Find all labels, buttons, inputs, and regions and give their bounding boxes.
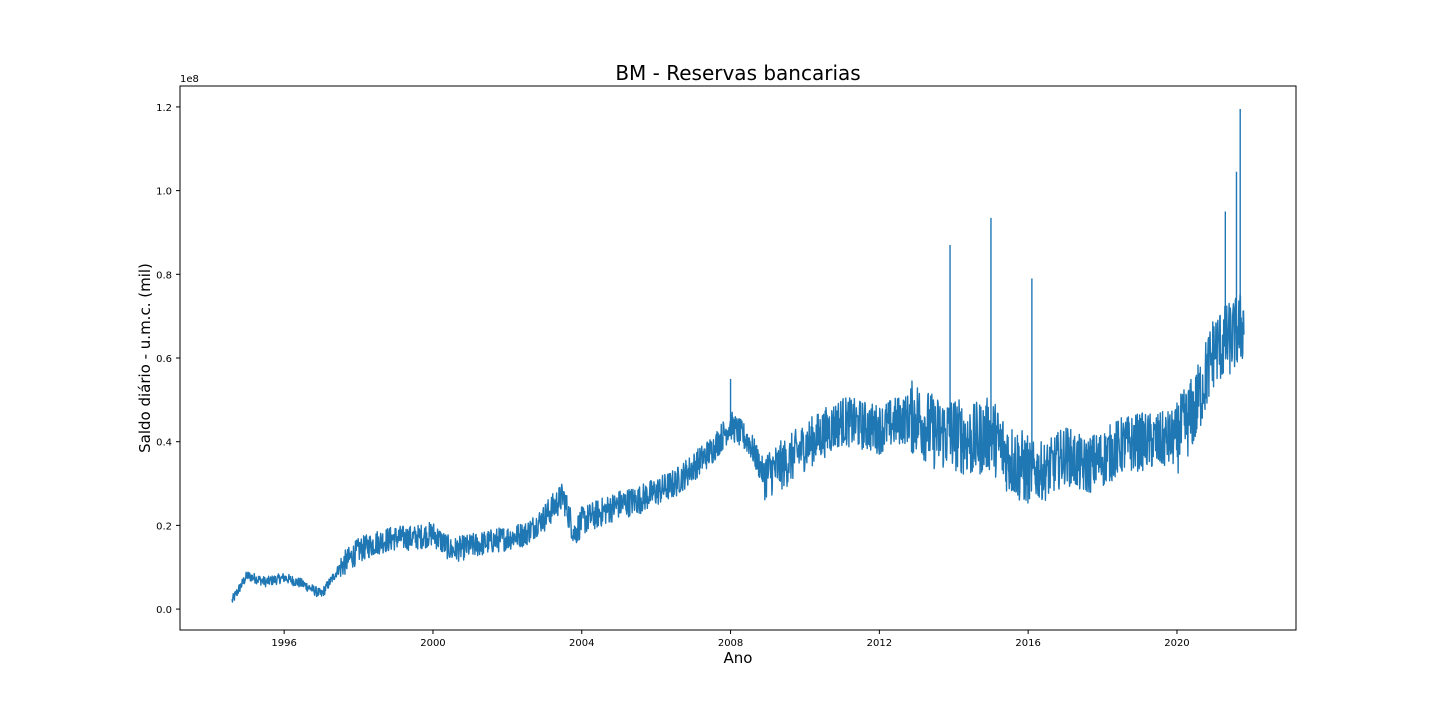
x-axis-title: Ano bbox=[724, 649, 753, 667]
y-tick-label: 0.0 bbox=[156, 605, 172, 616]
y-axis-title: Saldo diário - u.m.c. (mil) bbox=[136, 263, 154, 453]
x-tick-label: 2000 bbox=[420, 638, 445, 649]
plot-area-frame bbox=[179, 85, 1297, 631]
y-tick-label: 0.4 bbox=[156, 438, 172, 449]
x-tick-label: 2004 bbox=[569, 638, 594, 649]
y-tick-label: 0.8 bbox=[156, 270, 172, 281]
x-tick-label: 1996 bbox=[271, 638, 296, 649]
x-tick-label: 2012 bbox=[867, 638, 892, 649]
x-axis-ticks: 1996 2000 2004 2008 2012 2016 2020 bbox=[271, 630, 1190, 649]
y-tick-label: 1.2 bbox=[156, 103, 172, 114]
y-tick-label: 0.2 bbox=[156, 521, 172, 532]
y-tick-label: 1.0 bbox=[156, 187, 172, 198]
x-tick-label: 2020 bbox=[1164, 638, 1189, 649]
chart-title: BM - Reservas bancarias bbox=[615, 61, 860, 85]
y-axis-offset-label: 1e8 bbox=[180, 74, 199, 85]
x-tick-label: 2016 bbox=[1015, 638, 1040, 649]
series-line bbox=[231, 293, 1245, 603]
x-tick-label: 2008 bbox=[718, 638, 743, 649]
series-group bbox=[231, 109, 1245, 603]
y-tick-label: 0.6 bbox=[156, 354, 172, 365]
y-axis-ticks: 0.0 0.2 0.4 0.6 0.8 1.0 1.2 bbox=[156, 103, 180, 616]
